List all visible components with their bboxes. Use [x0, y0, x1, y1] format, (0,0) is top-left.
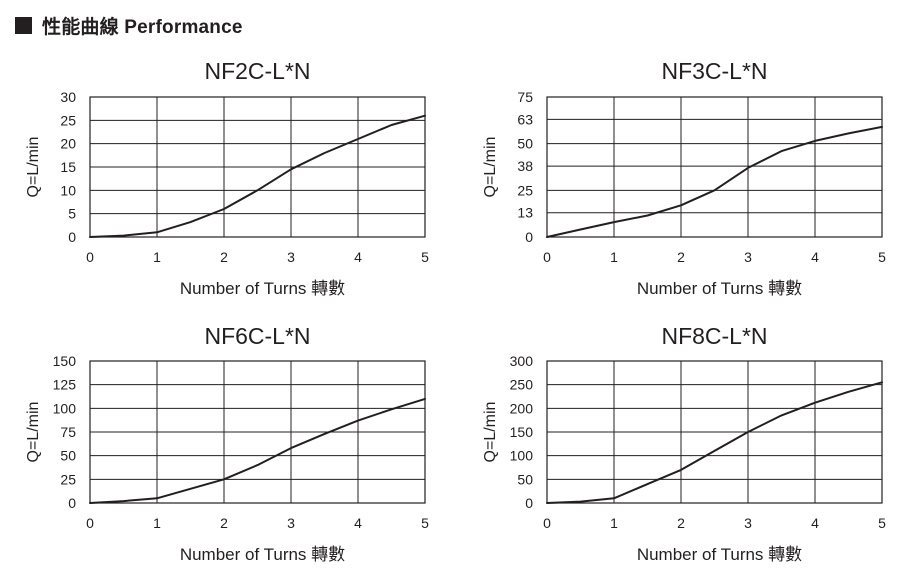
x-tick-label: 5 [421, 515, 429, 531]
y-tick-label: 25 [60, 112, 76, 128]
x-tick-label: 3 [287, 249, 295, 265]
y-tick-label: 10 [60, 182, 76, 198]
y-tick-label: 50 [60, 448, 76, 464]
x-axis-label: Number of Turns 轉數 [637, 545, 802, 564]
y-tick-label: 100 [53, 400, 77, 416]
series-line [546, 381, 883, 504]
y-tick-label: 38 [517, 158, 533, 174]
x-tick-label: 4 [811, 515, 819, 531]
plot-frame [546, 96, 883, 238]
y-tick-label: 150 [53, 353, 77, 369]
x-tick-label: 1 [610, 515, 618, 531]
x-tick-label: 3 [287, 515, 295, 531]
x-tick-label: 2 [677, 515, 685, 531]
y-tick-label: 75 [60, 424, 76, 440]
y-axis-label: Q=L/min [482, 402, 499, 463]
series-line [546, 125, 883, 238]
x-tick-label: 2 [677, 249, 685, 265]
y-tick-label: 125 [53, 377, 77, 393]
x-tick-label: 5 [878, 249, 886, 265]
y-axis-label: Q=L/min [482, 137, 499, 198]
section-header: 性能曲線 Performance [15, 10, 243, 40]
x-tick-label: 5 [421, 249, 429, 265]
y-tick-label: 100 [510, 448, 534, 464]
x-tick-label: 3 [744, 515, 752, 531]
y-tick-label: 250 [510, 377, 534, 393]
x-tick-label: 4 [354, 249, 362, 265]
y-tick-label: 30 [60, 89, 76, 105]
x-tick-label: 1 [153, 515, 161, 531]
y-tick-label: 20 [60, 136, 76, 152]
y-tick-label: 0 [525, 495, 533, 511]
chart-title: NF6C-L*N [204, 323, 310, 349]
header-square-icon [15, 16, 32, 34]
chart-title: NF3C-L*N [661, 58, 767, 84]
y-tick-label: 25 [60, 471, 76, 487]
x-tick-label: 4 [811, 249, 819, 265]
y-tick-label: 50 [517, 136, 533, 152]
y-tick-label: 63 [517, 111, 533, 127]
x-axis-label: Number of Turns 轉數 [637, 279, 802, 298]
series-line [89, 114, 426, 238]
x-tick-label: 1 [153, 249, 161, 265]
y-tick-label: 0 [68, 229, 76, 245]
series-line [89, 397, 426, 504]
y-tick-label: 5 [68, 206, 76, 222]
y-tick-label: 13 [517, 205, 533, 221]
y-axis-label: Q=L/min [25, 137, 42, 198]
y-tick-label: 0 [68, 495, 76, 511]
y-axis-label: Q=L/min [25, 402, 42, 463]
y-tick-label: 300 [510, 353, 534, 369]
y-tick-label: 50 [517, 471, 533, 487]
y-tick-label: 0 [525, 229, 533, 245]
x-tick-label: 1 [610, 249, 618, 265]
chart-1: NF2C-L*N 0 1 2 3 4 5 0 5 10 15 20 25 30 Number of Turn… [25, 58, 429, 298]
chart-title: NF8C-L*N [661, 323, 767, 349]
x-tick-label: 0 [86, 515, 94, 531]
x-tick-label: 5 [878, 515, 886, 531]
section-title: 性能曲線 Performance [42, 16, 243, 38]
y-tick-label: 25 [517, 182, 533, 198]
plot-frame [546, 360, 883, 504]
chart-title: NF2C-L*N [204, 58, 310, 84]
x-axis-label: Number of Turns 轉數 [180, 279, 345, 298]
x-tick-label: 0 [543, 249, 551, 265]
plot-frame [89, 360, 426, 504]
x-tick-label: 2 [220, 249, 228, 265]
x-tick-label: 4 [354, 515, 362, 531]
x-axis-label: Number of Turns 轉數 [180, 545, 345, 564]
y-tick-label: 150 [510, 424, 534, 440]
x-tick-label: 3 [744, 249, 752, 265]
y-tick-label: 15 [60, 159, 76, 175]
plot-frame [89, 96, 426, 238]
y-tick-label: 200 [510, 400, 534, 416]
y-tick-label: 75 [517, 89, 533, 105]
x-tick-label: 0 [543, 515, 551, 531]
x-tick-label: 2 [220, 515, 228, 531]
x-tick-label: 0 [86, 249, 94, 265]
